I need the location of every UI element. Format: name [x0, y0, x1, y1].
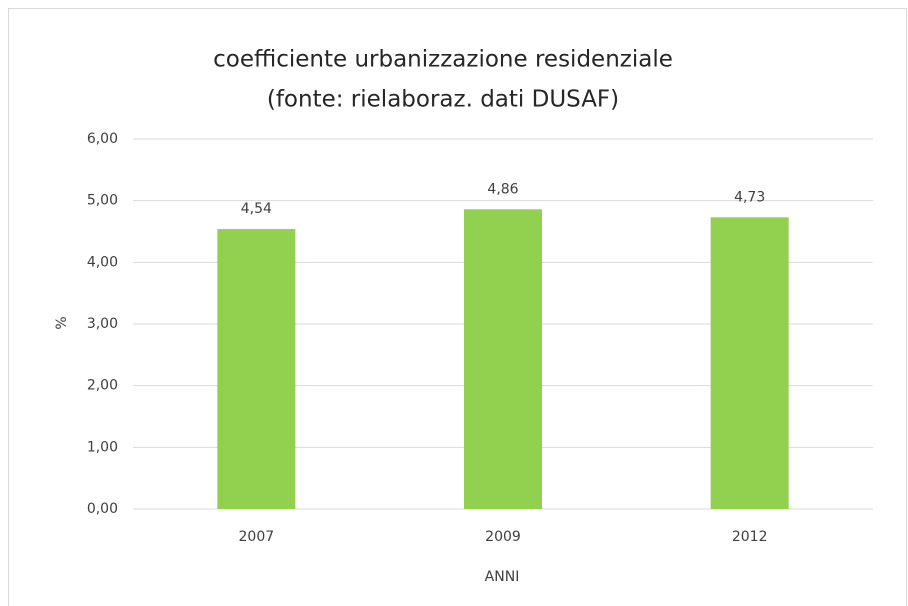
x-tick-label: 2012	[732, 529, 768, 545]
bar	[464, 209, 542, 510]
y-tick-label: 5,00	[87, 193, 118, 209]
y-tick-label: 2,00	[87, 378, 118, 394]
data-label: 4,86	[487, 181, 518, 197]
y-tick-label: 1,00	[87, 439, 118, 455]
data-label: 4,73	[734, 189, 765, 205]
bar	[710, 217, 789, 510]
x-tick-label: 2009	[485, 529, 521, 545]
x-tick-label: 2007	[239, 529, 275, 545]
y-tick-label: 4,00	[87, 254, 118, 270]
chart-title: coefficiente urbanizzazione residenziale	[213, 47, 673, 73]
bar	[217, 229, 296, 510]
y-axis-label: %	[54, 316, 70, 329]
y-tick-label: 6,00	[87, 131, 118, 147]
y-tick-label: 3,00	[87, 316, 118, 332]
chart-title: (fonte: rielaboraz. dati DUSAF)	[267, 87, 619, 113]
data-label: 4,54	[241, 201, 272, 217]
x-axis-label: ANNI	[485, 569, 520, 585]
y-tick-label: 0,00	[87, 501, 118, 517]
